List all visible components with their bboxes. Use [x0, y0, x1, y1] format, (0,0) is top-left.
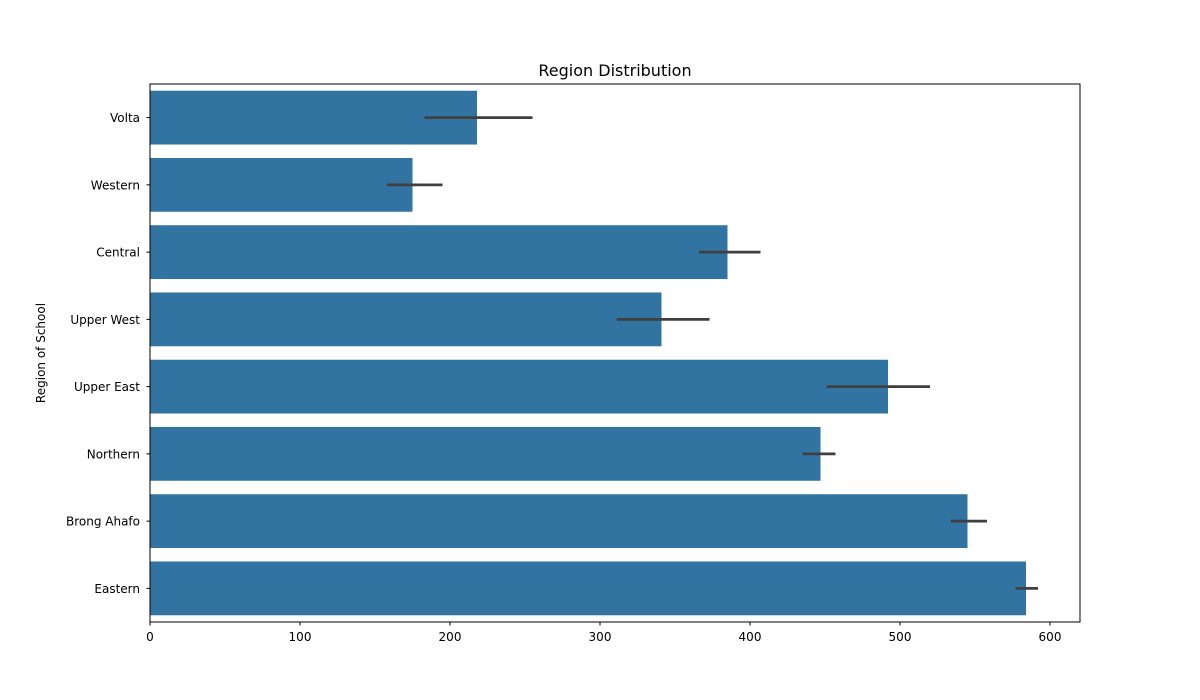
- x-tick-label: 300: [589, 630, 612, 644]
- y-tick-label: Northern: [87, 447, 140, 461]
- x-tick-label: 600: [1039, 630, 1062, 644]
- x-tick-label: 500: [889, 630, 912, 644]
- bar-eastern: [150, 561, 1026, 616]
- bar-western: [150, 157, 413, 212]
- y-tick-label: Upper West: [70, 313, 140, 327]
- y-tick-label: Western: [91, 178, 140, 192]
- bar-central: [150, 225, 728, 280]
- bar-northern: [150, 426, 821, 481]
- error-bars: [387, 116, 1038, 590]
- y-axis: Volta Western Central Upper West Upper East N…: [66, 111, 150, 596]
- y-tick-label: Volta: [110, 111, 140, 125]
- y-tick-label: Brong Ahafo: [66, 515, 140, 529]
- bar-upper-west: [150, 292, 662, 347]
- x-tick-label: 100: [289, 630, 312, 644]
- y-tick-label: Eastern: [94, 582, 140, 596]
- bar-brong-ahafo: [150, 494, 968, 549]
- bars: [150, 90, 1026, 616]
- bar-volta: [150, 90, 477, 145]
- x-tick-label: 400: [739, 630, 762, 644]
- y-tick-label: Central: [96, 246, 140, 260]
- x-axis: 0 100 200 300 400 500 600: [146, 622, 1061, 644]
- x-tick-label: 0: [146, 630, 154, 644]
- plot-frame: [149, 83, 1081, 623]
- y-axis-title: Region of School: [34, 303, 48, 403]
- chart-title: Region Distribution: [538, 61, 691, 80]
- x-tick-label: 200: [439, 630, 462, 644]
- y-tick-label: Upper East: [74, 380, 140, 394]
- bar-upper-east: [150, 359, 888, 414]
